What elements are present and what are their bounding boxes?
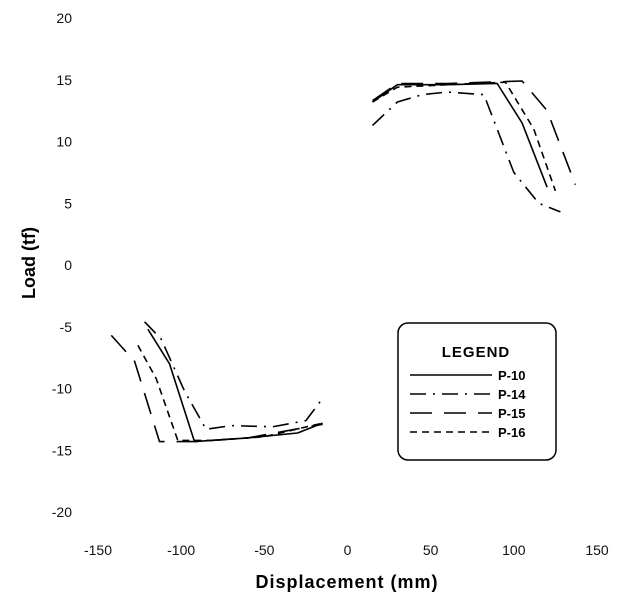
x-axis-ticks: -150 -100 -50 0 50 100 150 xyxy=(84,542,609,558)
series-line-p-15 xyxy=(110,334,323,443)
x-tick-label: 100 xyxy=(502,542,526,558)
series-line-p-16 xyxy=(372,81,557,192)
series-line-p-14 xyxy=(371,91,561,213)
x-tick-label: 150 xyxy=(585,542,609,558)
series-line-p-14 xyxy=(144,321,324,431)
y-tick-label: 10 xyxy=(56,134,72,150)
y-tick-label: -15 xyxy=(52,442,72,458)
legend-entries: P-10 P-14 P-15 P-16 xyxy=(410,368,526,440)
x-tick-label: -50 xyxy=(254,542,274,558)
legend: LEGEND P-10 P-14 P-15 P-16 xyxy=(397,322,557,461)
y-tick-label: -20 xyxy=(52,504,72,520)
y-axis-title: Load (tf) xyxy=(19,227,39,299)
series-line-p-10 xyxy=(372,82,548,188)
plot-area xyxy=(110,80,577,443)
y-tick-label: 20 xyxy=(56,10,72,26)
x-axis-title: Displacement (mm) xyxy=(255,572,438,592)
y-tick-label: 15 xyxy=(56,72,72,88)
legend-label: P-14 xyxy=(498,387,526,402)
legend-label: P-10 xyxy=(498,368,525,383)
legend-label: P-16 xyxy=(498,425,525,440)
y-tick-label: 5 xyxy=(64,195,72,211)
y-tick-label: 0 xyxy=(64,257,72,273)
series-line-p-10 xyxy=(147,328,323,443)
series-line-p-15 xyxy=(372,80,577,185)
y-axis-ticks: 20 15 10 5 0 -5 -10 -15 -20 xyxy=(52,10,72,520)
x-tick-label: -100 xyxy=(167,542,195,558)
x-tick-label: -150 xyxy=(84,542,112,558)
legend-box xyxy=(397,322,557,461)
x-tick-label: 50 xyxy=(423,542,439,558)
series-line-p-16 xyxy=(137,344,323,442)
x-tick-label: 0 xyxy=(344,542,352,558)
legend-label: P-15 xyxy=(498,406,525,421)
y-tick-label: -5 xyxy=(60,319,73,335)
legend-title: LEGEND xyxy=(442,344,511,361)
y-tick-label: -10 xyxy=(52,381,72,397)
